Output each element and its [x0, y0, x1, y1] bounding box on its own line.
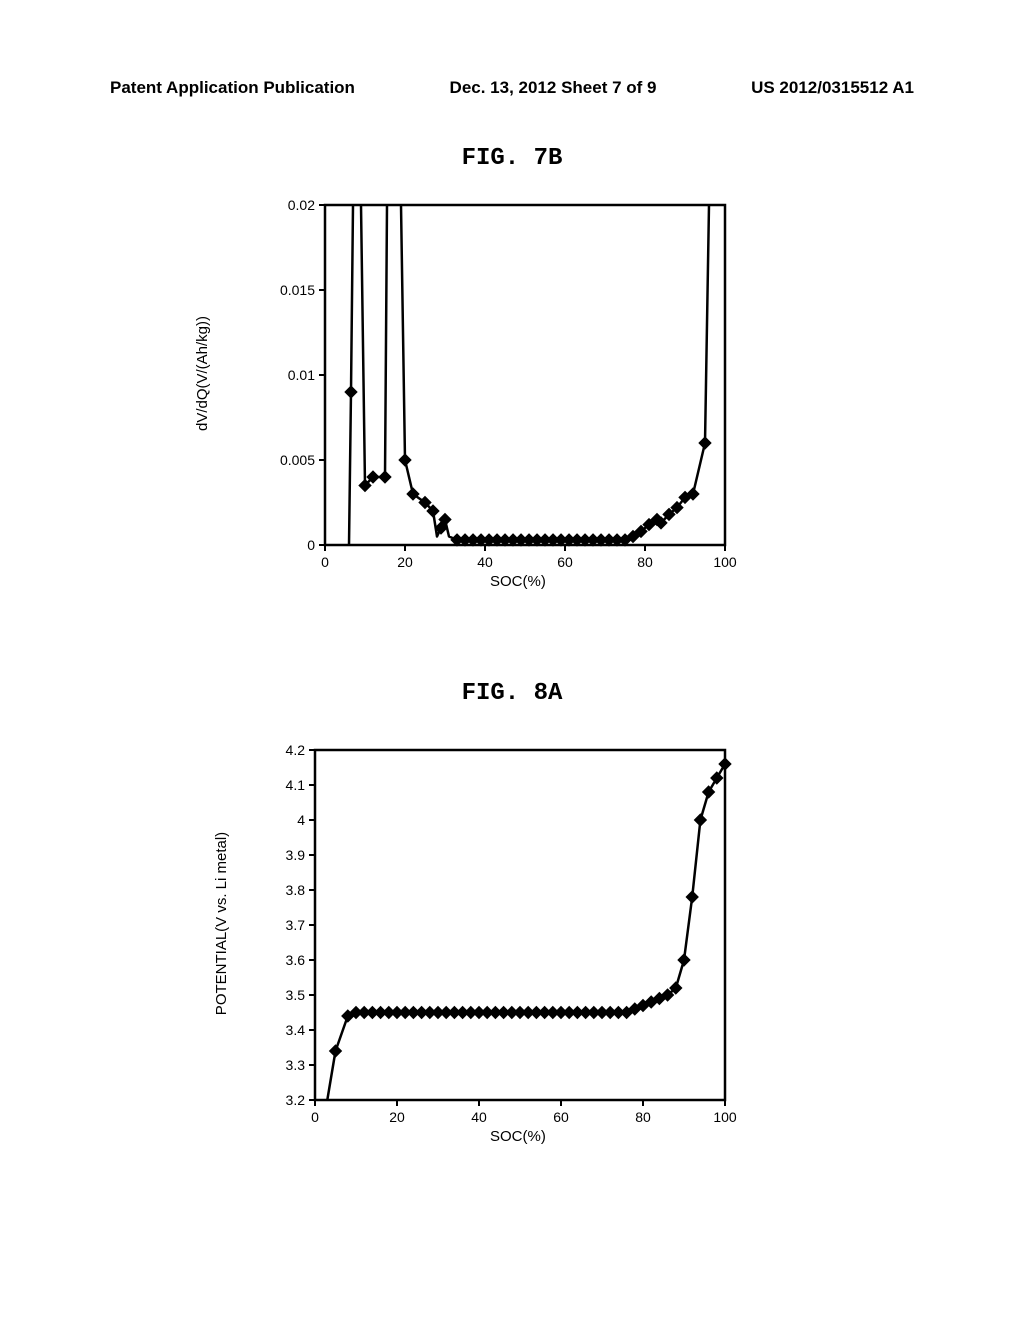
fig8a-ylabel: POTENTIAL(V vs. Li metal) [213, 832, 230, 1015]
svg-text:0: 0 [311, 1109, 319, 1125]
header-left: Patent Application Publication [110, 78, 355, 98]
fig8a-chart: POTENTIAL(V vs. Li metal) 0204060801003.… [260, 740, 740, 1140]
fig7b-svg: 0 20 40 60 80 100 0 0.005 0.01 0.015 0.02 [260, 195, 740, 585]
fig8a-xlabel: SOC(%) [490, 1128, 546, 1145]
fig8a-svg: 0 20 40 60 80 100 3.2 3.3 3.4 3.5 3.6 3.7 3.8 3.9 4 4.1… [260, 740, 740, 1140]
svg-text:60: 60 [557, 554, 573, 570]
svg-text:3.5: 3.5 [286, 987, 306, 1003]
svg-text:0.02: 0.02 [288, 197, 315, 213]
svg-text:0: 0 [321, 554, 329, 570]
svg-text:0.01: 0.01 [288, 367, 315, 383]
fig7b-ylabel: dV/dQ(V/(Ah/kg)) [194, 316, 211, 431]
svg-text:4.1: 4.1 [286, 777, 306, 793]
svg-text:3.2: 3.2 [286, 1092, 306, 1108]
svg-text:80: 80 [635, 1109, 651, 1125]
fig7b-title: FIG. 7B [0, 145, 1024, 172]
svg-text:60: 60 [553, 1109, 569, 1125]
svg-text:100: 100 [713, 1109, 737, 1125]
svg-text:0: 0 [307, 537, 315, 553]
svg-text:3.6: 3.6 [286, 952, 306, 968]
svg-text:100: 100 [713, 554, 737, 570]
svg-text:3.3: 3.3 [286, 1057, 306, 1073]
svg-text:40: 40 [471, 1109, 487, 1125]
svg-text:20: 20 [397, 554, 413, 570]
fig7b-xlabel: SOC(%) [490, 573, 546, 590]
fig7b-chart: dV/dQ(V/(Ah/kg)) 02040608010000.0050.010… [260, 195, 740, 585]
svg-text:3.8: 3.8 [286, 882, 306, 898]
svg-text:40: 40 [477, 554, 493, 570]
svg-text:4.2: 4.2 [286, 742, 306, 758]
header-center: Dec. 13, 2012 Sheet 7 of 9 [450, 78, 657, 98]
svg-text:3.9: 3.9 [286, 847, 306, 863]
svg-text:0.015: 0.015 [280, 282, 315, 298]
svg-text:3.7: 3.7 [286, 917, 306, 933]
svg-text:20: 20 [389, 1109, 405, 1125]
svg-text:3.4: 3.4 [286, 1022, 306, 1038]
svg-text:0.005: 0.005 [280, 452, 315, 468]
page-header: Patent Application Publication Dec. 13, … [0, 78, 1024, 98]
svg-text:4: 4 [297, 812, 305, 828]
header-right: US 2012/0315512 A1 [751, 78, 914, 98]
fig8a-title: FIG. 8A [0, 680, 1024, 707]
svg-text:80: 80 [637, 554, 653, 570]
